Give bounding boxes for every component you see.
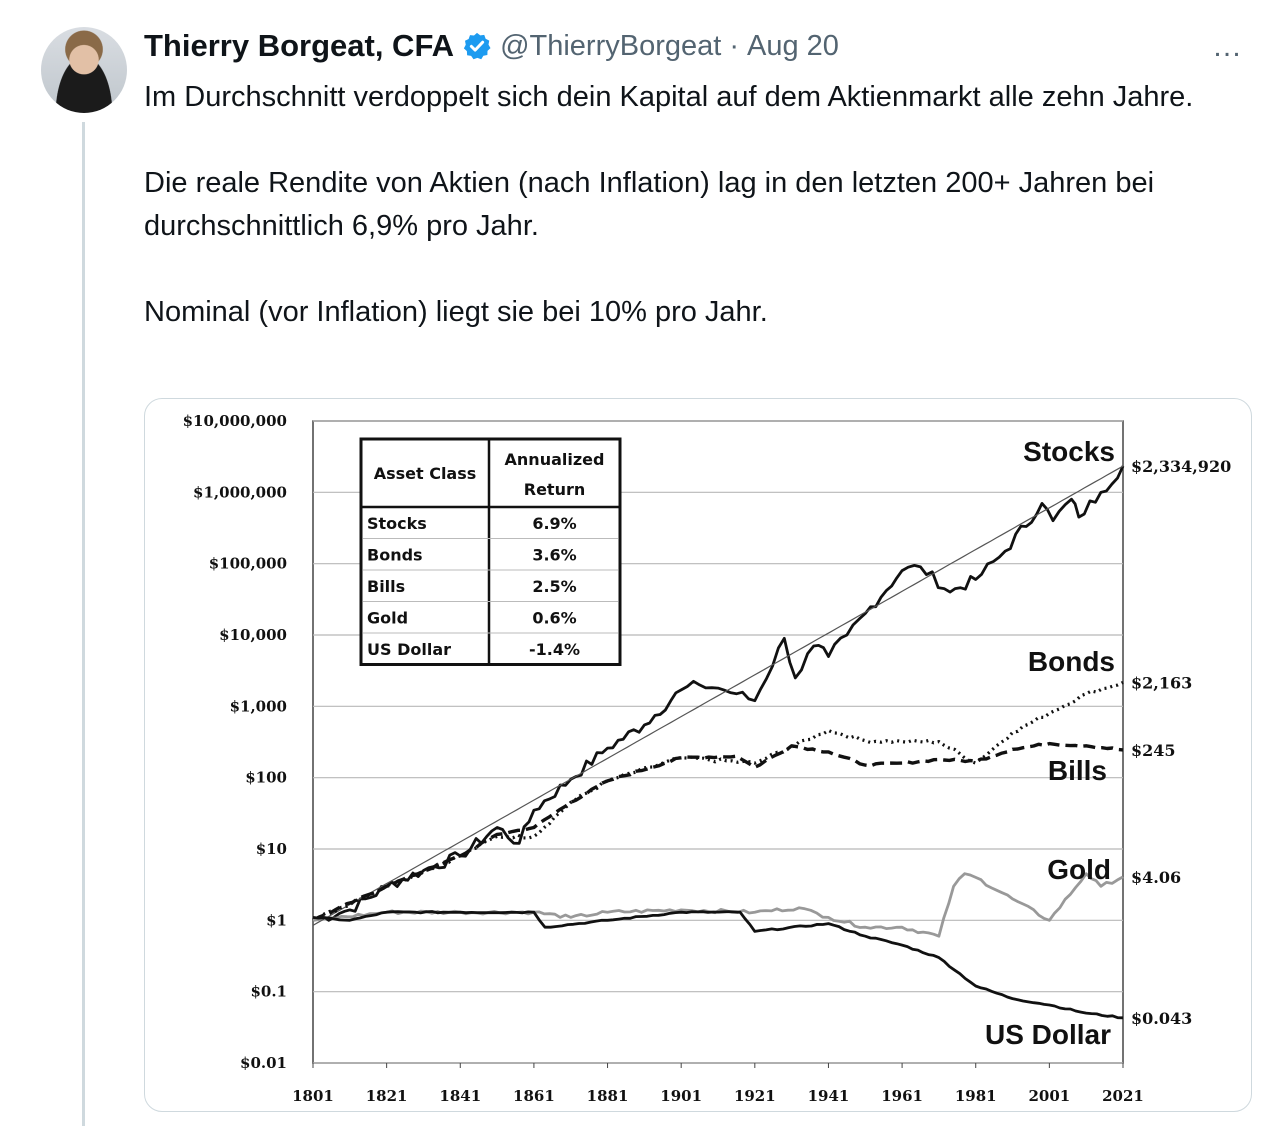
y-tick-label: $10: [256, 840, 287, 858]
avatar[interactable]: [41, 27, 127, 113]
end-value-gold: $4.06: [1131, 868, 1181, 887]
series-label-bonds: Bonds: [1028, 646, 1115, 677]
table-header-annualized: Annualized: [505, 450, 605, 469]
author-name[interactable]: Thierry Borgeat, CFA: [144, 28, 455, 63]
tweet-date[interactable]: Aug 20: [746, 29, 839, 62]
tweet-paragraph: Im Durchschnitt verdoppelt sich dein Kap…: [144, 81, 1194, 113]
y-tick-label: $10,000: [219, 626, 287, 644]
x-tick-label: 1841: [439, 1087, 481, 1105]
verified-badge-icon: [463, 32, 491, 60]
x-tick-label: 2021: [1102, 1087, 1144, 1105]
series-line-bonds: [312, 680, 1124, 922]
x-tick-label: 1921: [734, 1087, 776, 1105]
table-cell-asset: Stocks: [367, 514, 427, 533]
table-header-return: Return: [524, 480, 586, 499]
end-value-bills: $245: [1131, 741, 1176, 760]
table-cell-return: 2.5%: [532, 577, 576, 596]
tweet-text: Im Durchschnitt verdoppelt sich dein Kap…: [144, 76, 1264, 334]
series-label-us-dollar: US Dollar: [985, 1019, 1111, 1050]
tweet-header: Thierry Borgeat, CFA @ThierryBorgeat · A…: [144, 26, 839, 66]
x-tick-label: 1801: [292, 1087, 334, 1105]
end-value-stocks: $2,334,920: [1131, 457, 1231, 476]
table-cell-return: -1.4%: [529, 640, 580, 659]
end-value-bonds: $2,163: [1131, 673, 1192, 692]
x-tick-label: 1881: [587, 1087, 629, 1105]
table-cell-asset: Bonds: [367, 545, 423, 564]
y-tick-label: $100,000: [209, 555, 287, 573]
returns-table: [359, 437, 622, 666]
asset-returns-chart: $10,000,000 $1,000,000 $100,000 $10,000 $1,0…: [183, 412, 1232, 1105]
y-tick-label: $1,000: [230, 697, 287, 715]
series-label-stocks: Stocks: [1023, 436, 1115, 467]
table-cell-return: 3.6%: [532, 545, 576, 564]
x-tick-label: 1941: [808, 1087, 850, 1105]
thread-line: [82, 122, 85, 1126]
header-separator: ·: [729, 29, 739, 62]
table-header-asset-class: Asset Class: [374, 464, 477, 483]
series-line-us-dollar: [312, 910, 1124, 1020]
end-value-us-dollar: $0.043: [1131, 1009, 1192, 1028]
series-line-gold: [312, 872, 1124, 938]
series-line-trend: [312, 465, 1124, 926]
table-cell-asset: Bills: [367, 577, 405, 596]
x-tick-label: 2001: [1028, 1087, 1070, 1105]
series-line-bills: [312, 741, 1124, 922]
x-tick-label: 1901: [660, 1087, 702, 1105]
tweet-paragraph: Die reale Rendite von Aktien (nach Infla…: [144, 167, 1155, 242]
series-line-stocks: [312, 465, 1125, 922]
y-tick-label: $1: [266, 911, 287, 929]
y-tick-label: $0.1: [250, 983, 287, 1001]
table-cell-return: 0.6%: [532, 608, 576, 627]
tweet-paragraph: Nominal (vor Inflation) liegt sie bei 10…: [144, 296, 768, 328]
table-cell-asset: Gold: [367, 608, 408, 627]
series-label-gold: Gold: [1047, 854, 1111, 885]
table-cell-return: 6.9%: [532, 514, 576, 533]
tweet-media-chart[interactable]: $10,000,000 $1,000,000 $100,000 $10,000 $1,0…: [144, 398, 1252, 1112]
table-cell-asset: US Dollar: [367, 640, 451, 659]
series-label-bills: Bills: [1048, 755, 1107, 786]
y-tick-label: $1,000,000: [193, 483, 287, 501]
x-tick-label: 1861: [513, 1087, 555, 1105]
more-options-icon[interactable]: …: [1212, 30, 1243, 63]
y-tick-label: $10,000,000: [183, 412, 287, 430]
author-handle[interactable]: @ThierryBorgeat: [500, 29, 722, 62]
x-tick-label: 1961: [881, 1087, 923, 1105]
x-tick-label: 1981: [955, 1087, 997, 1105]
x-tick-label: 1821: [366, 1087, 408, 1105]
y-tick-label: $100: [245, 769, 287, 787]
y-tick-label: $0.01: [240, 1054, 287, 1072]
